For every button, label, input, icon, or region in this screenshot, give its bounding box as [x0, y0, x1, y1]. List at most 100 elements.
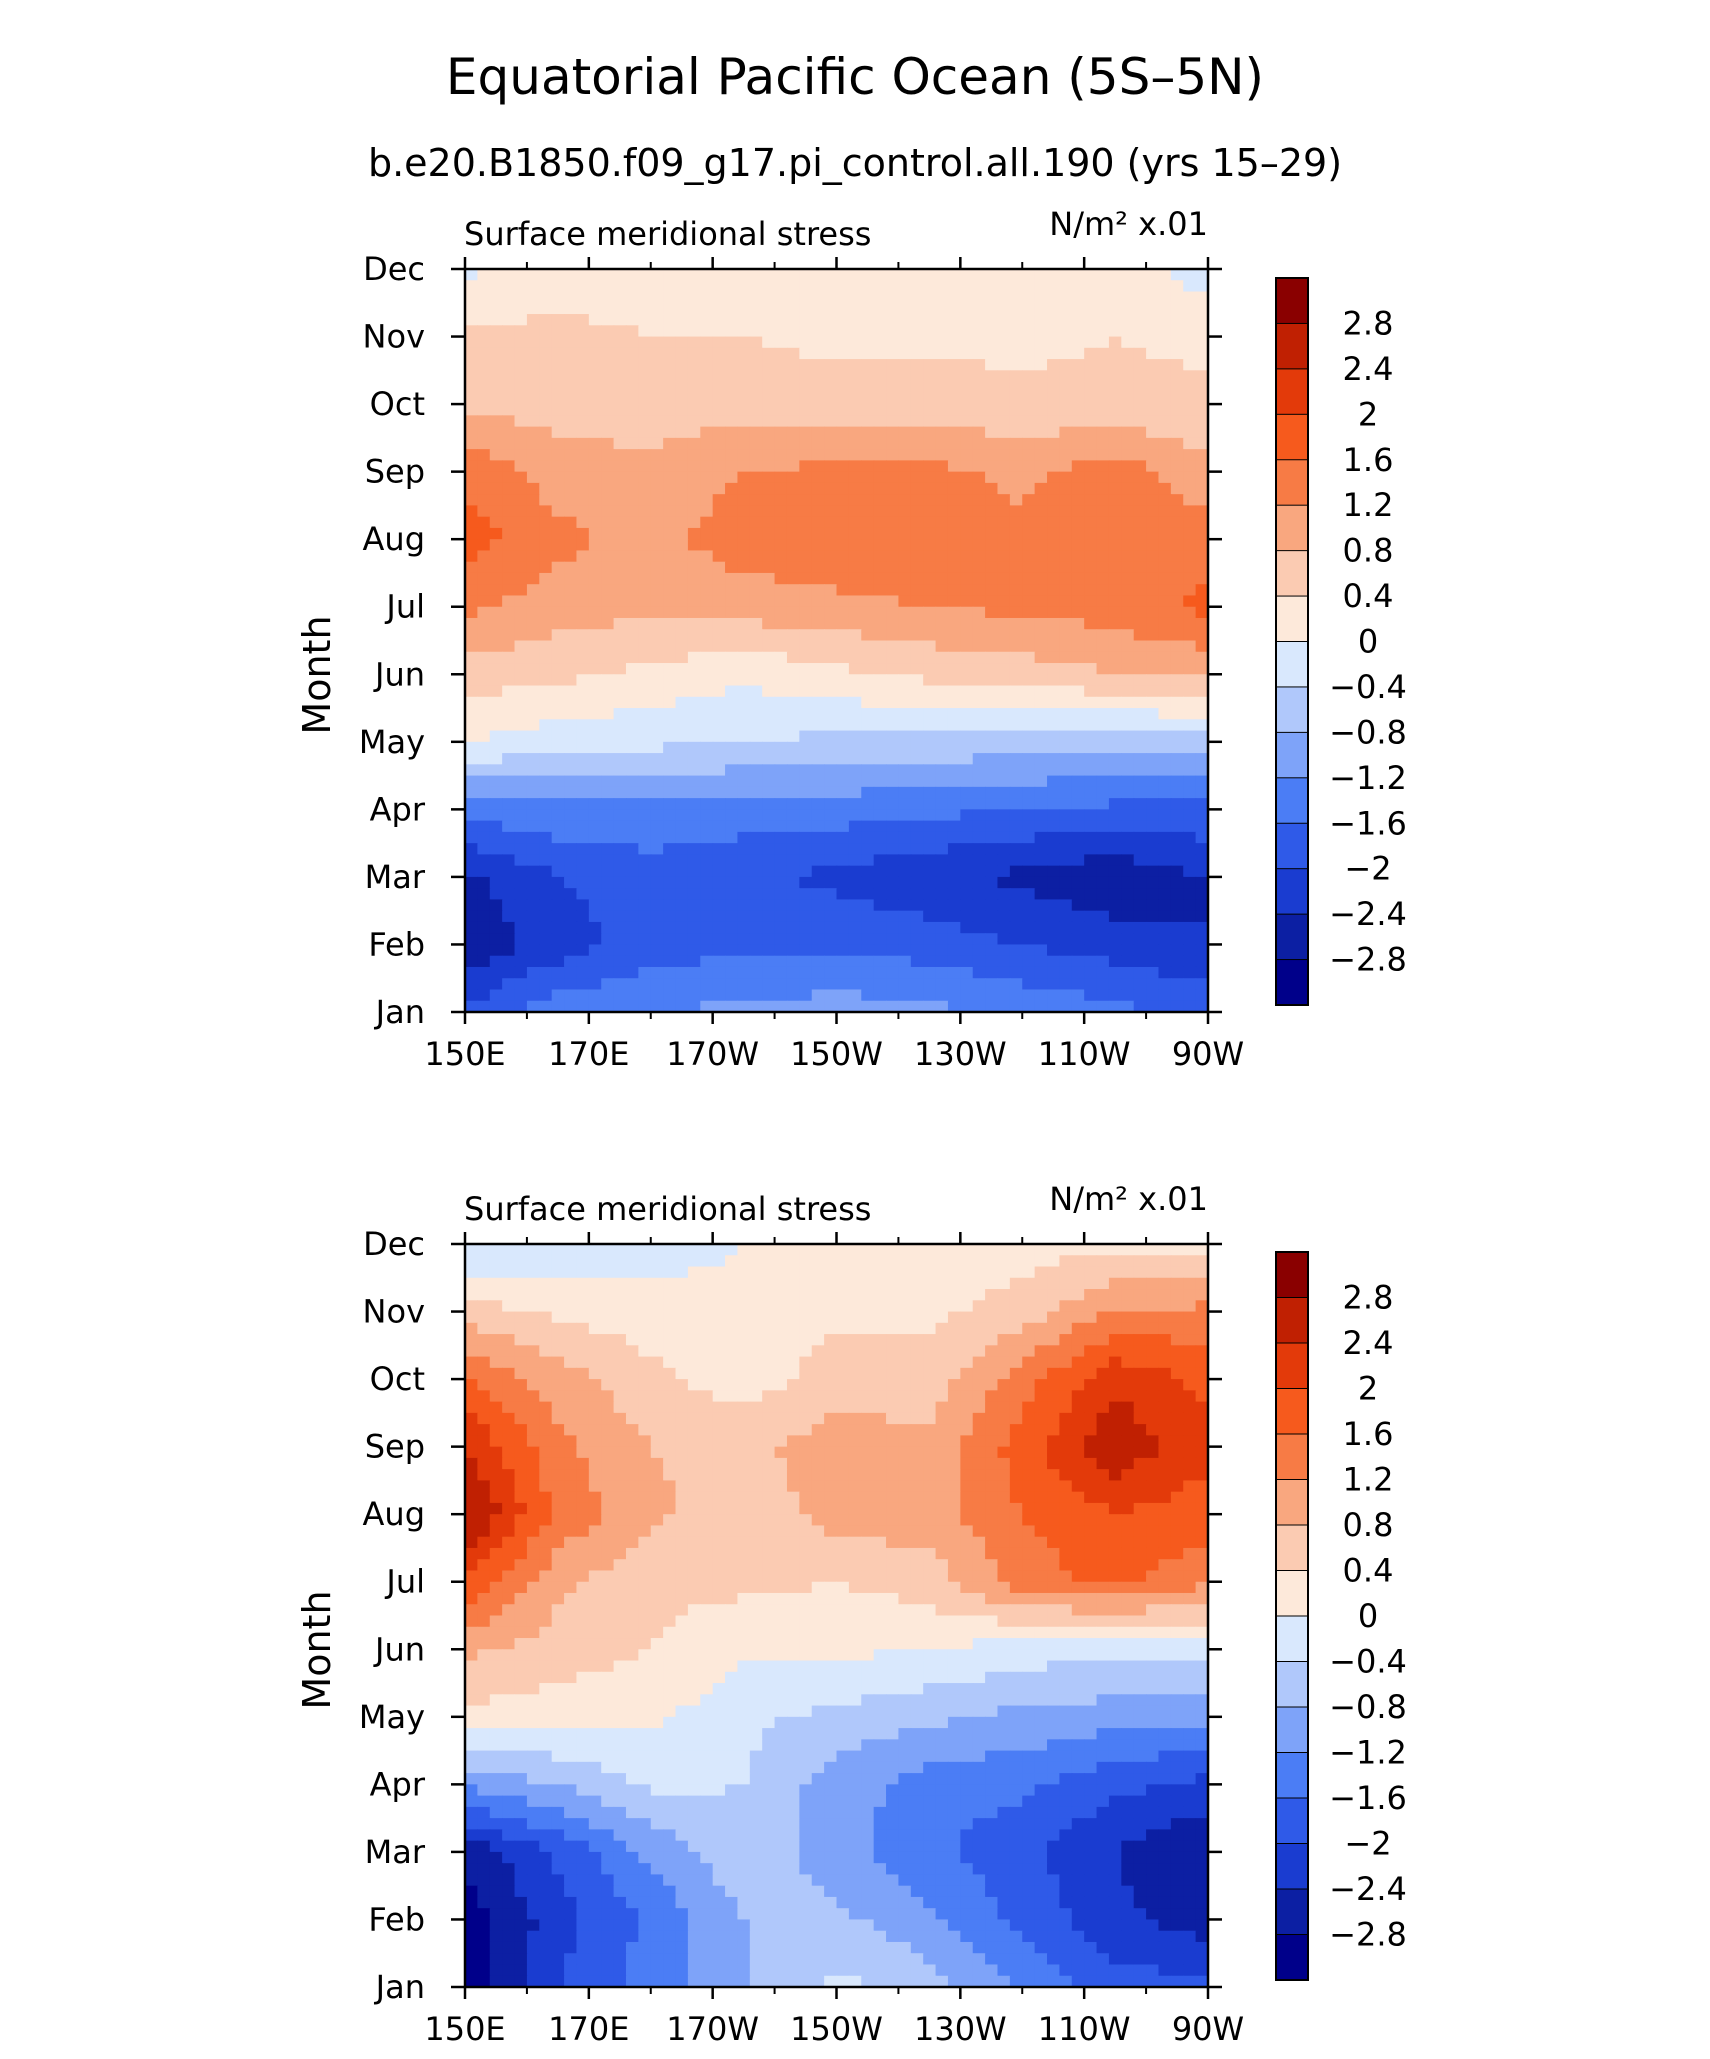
field-cell: [762, 1244, 776, 1256]
field-cell: [1034, 820, 1048, 833]
field-cell: [836, 730, 850, 743]
field-cell: [502, 404, 516, 416]
field-cell: [539, 899, 553, 912]
field-cell: [465, 1322, 478, 1335]
field-cell: [1096, 651, 1110, 664]
field-cell: [985, 1334, 999, 1346]
field-cell: [1009, 1356, 1023, 1369]
field-cell: [526, 505, 540, 518]
field-cell: [514, 786, 528, 799]
field-cell: [663, 831, 677, 844]
field-cell: [774, 629, 788, 642]
field-cell: [675, 381, 689, 394]
field-cell: [638, 696, 652, 709]
field-cell: [1146, 595, 1160, 608]
field-cell: [960, 910, 974, 923]
field-cell: [601, 775, 615, 788]
field-cell: [539, 595, 553, 608]
field-cell: [514, 1367, 528, 1380]
field-cell: [972, 786, 986, 799]
field-cell: [947, 955, 961, 968]
field-cell: [886, 392, 900, 405]
field-cell: [477, 831, 491, 844]
field-cell: [1071, 1311, 1085, 1324]
field-cell: [1195, 606, 1209, 619]
field-cell: [935, 921, 949, 934]
field-cell: [638, 910, 652, 923]
colorbar-label: −0.8: [1329, 713, 1407, 751]
field-cell: [935, 617, 949, 630]
field-cell: [1096, 370, 1110, 383]
field-cell: [824, 1255, 838, 1268]
field-cell: [601, 437, 615, 450]
field-cell: [923, 1244, 937, 1256]
field-cell: [687, 685, 701, 698]
field-cell: [588, 663, 602, 675]
field-cell: [564, 1300, 578, 1313]
field-cell: [873, 1266, 887, 1279]
field-cell: [489, 741, 503, 754]
field-cell: [539, 280, 553, 293]
field-cell: [861, 359, 875, 371]
field-cell: [1183, 843, 1197, 855]
field-cell: [601, 359, 615, 371]
field-cell: [910, 280, 924, 293]
field-cell: [725, 696, 739, 709]
field-cell: [1146, 921, 1160, 934]
field-cell: [1071, 876, 1085, 889]
field-cell: [613, 966, 627, 979]
field-cell: [1047, 482, 1060, 495]
field-cell: [923, 843, 937, 855]
field-cell: [811, 449, 825, 461]
field-cell: [811, 550, 825, 563]
field-cell: [1022, 606, 1036, 619]
field-cell: [898, 910, 912, 923]
field-cell: [1170, 494, 1184, 507]
field-cell: [712, 764, 726, 777]
field-cell: [749, 843, 763, 855]
field-cell: [638, 516, 652, 529]
field-cell: [1195, 471, 1209, 484]
field-cell: [1071, 302, 1085, 315]
field-cell: [935, 471, 949, 484]
field-cell: [675, 843, 689, 855]
field-cell: [1096, 460, 1110, 473]
field-cell: [910, 730, 924, 743]
field-cell: [762, 314, 776, 326]
field-cell: [564, 325, 578, 338]
field-cell: [1096, 302, 1110, 315]
field-cell: [588, 1311, 602, 1324]
field-cell: [489, 1412, 503, 1425]
field-cell: [997, 449, 1011, 461]
field-cell: [811, 955, 825, 968]
field-cell: [465, 651, 478, 664]
field-cell: [848, 336, 862, 349]
field-cell: [465, 561, 478, 574]
field-cell: [1071, 291, 1085, 304]
field-cell: [489, 674, 503, 687]
field-cell: [1170, 910, 1184, 923]
field-cell: [786, 910, 800, 923]
field-cell: [923, 280, 937, 293]
field-cell: [947, 572, 961, 585]
field-cell: [588, 269, 602, 281]
field-cell: [526, 1390, 540, 1403]
field-cell: [861, 696, 875, 709]
field-cell: [886, 527, 900, 540]
field-cell: [613, 933, 627, 946]
field-cell: [774, 291, 788, 304]
field-cell: [1146, 899, 1160, 912]
field-cell: [465, 1244, 478, 1256]
field-cell: [923, 1000, 937, 1013]
field-cell: [947, 865, 961, 878]
field-cell: [910, 370, 924, 383]
field-cell: [650, 392, 664, 405]
field-cell: [923, 572, 937, 585]
field-cell: [1121, 696, 1135, 709]
field-cell: [663, 471, 677, 484]
field-cell: [960, 415, 974, 428]
field-cell: [675, 831, 689, 844]
field-cell: [1047, 494, 1060, 507]
field-cell: [774, 347, 788, 360]
field-cell: [1096, 1289, 1110, 1301]
